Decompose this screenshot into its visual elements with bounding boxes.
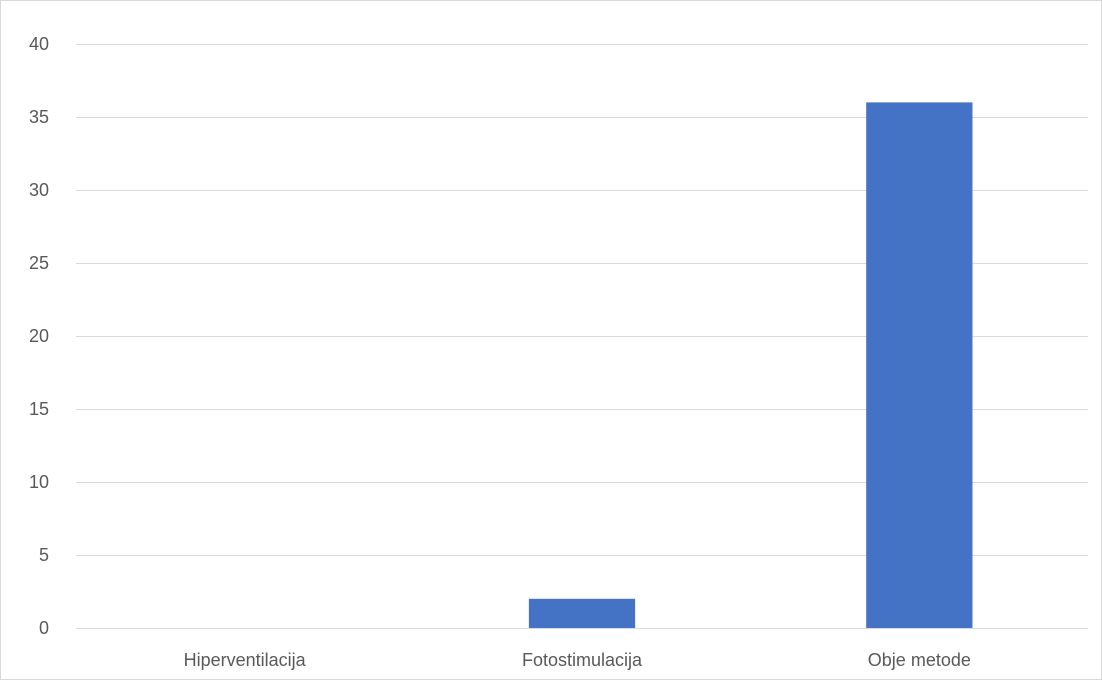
y-tick-label: 35 <box>29 107 49 127</box>
x-tick-label: Fotostimulacija <box>522 650 643 670</box>
bars <box>528 102 973 628</box>
y-tick-label: 15 <box>29 399 49 419</box>
y-tick-label: 0 <box>39 618 49 638</box>
y-tick-label: 5 <box>39 545 49 565</box>
y-tick-label: 40 <box>29 34 49 54</box>
x-tick-label: Hiperventilacija <box>184 650 307 670</box>
y-axis-tick-labels: 0 5 10 15 20 25 30 35 40 <box>29 34 49 638</box>
y-tick-label: 25 <box>29 253 49 273</box>
bar-obje-metode <box>866 102 973 628</box>
bar-fotostimulacija <box>528 598 636 628</box>
y-tick-label: 30 <box>29 180 49 200</box>
x-axis-tick-labels: Hiperventilacija Fotostimulacija Obje meto… <box>184 650 971 670</box>
x-tick-label: Obje metode <box>868 650 971 670</box>
y-tick-label: 10 <box>29 472 49 492</box>
gridlines <box>76 44 1088 629</box>
y-tick-label: 20 <box>29 326 49 346</box>
